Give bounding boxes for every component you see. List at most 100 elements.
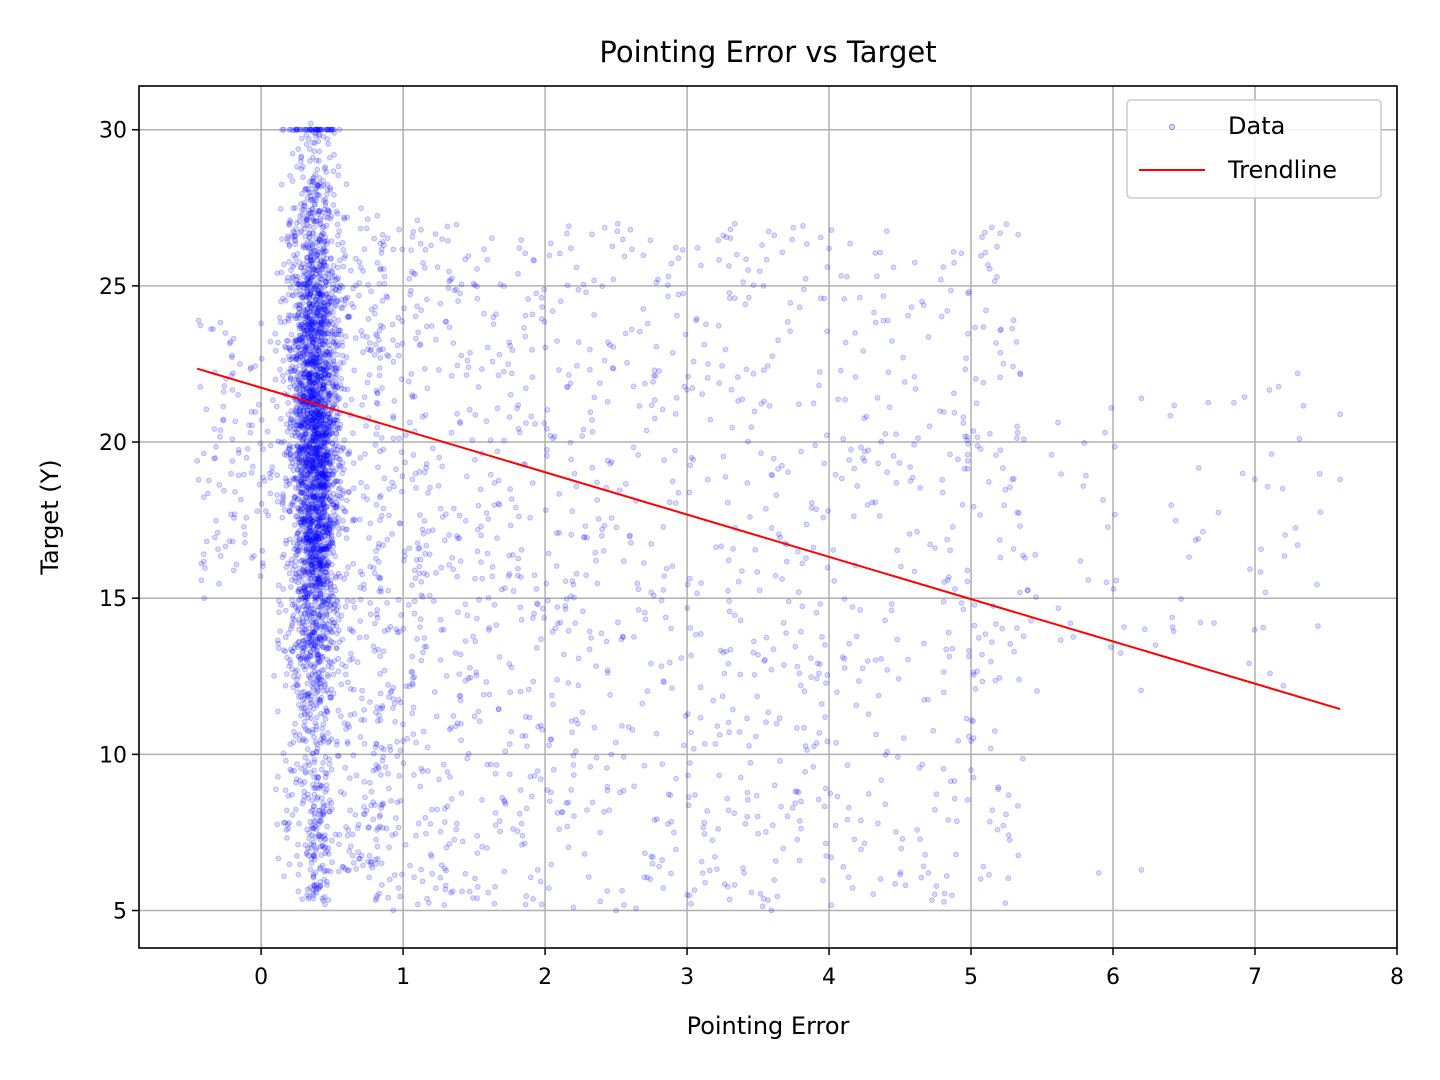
- data-point: [321, 342, 328, 349]
- data-point: [303, 141, 310, 148]
- data-point: [329, 837, 335, 844]
- data-point: [305, 503, 312, 510]
- data-point: [730, 545, 736, 552]
- data-point: [532, 421, 538, 427]
- data-point: [320, 721, 327, 728]
- data-point: [816, 670, 822, 677]
- data-point: [432, 231, 439, 238]
- data-point: [822, 840, 829, 847]
- data-point: [907, 464, 914, 471]
- data-point: [731, 612, 738, 619]
- data-point: [318, 288, 325, 295]
- data-point: [256, 481, 263, 488]
- data-point: [470, 633, 477, 640]
- data-point: [752, 546, 759, 553]
- data-point: [315, 242, 322, 249]
- data-point: [329, 309, 336, 316]
- data-point: [361, 717, 368, 723]
- data-point: [314, 430, 321, 437]
- data-point: [712, 741, 719, 747]
- data-point: [1020, 633, 1027, 640]
- data-point: [365, 824, 372, 831]
- data-point: [660, 587, 667, 593]
- data-point: [275, 582, 282, 589]
- data-point: [303, 455, 309, 462]
- data-point: [399, 871, 405, 878]
- data-point: [874, 273, 880, 280]
- data-point: [458, 352, 465, 359]
- data-point: [651, 415, 658, 422]
- data-point: [301, 718, 308, 725]
- data-point: [310, 139, 316, 146]
- data-point: [523, 893, 530, 900]
- data-point: [331, 401, 338, 408]
- data-point: [789, 236, 796, 243]
- data-point: [318, 353, 325, 360]
- data-point: [238, 496, 244, 503]
- data-point: [593, 557, 599, 564]
- data-point: [331, 361, 338, 368]
- data-point: [329, 471, 335, 478]
- data-point: [292, 513, 299, 520]
- data-point: [292, 558, 299, 565]
- data-point: [787, 300, 794, 306]
- data-point: [945, 817, 952, 823]
- data-point: [467, 349, 473, 356]
- data-point: [292, 732, 299, 739]
- data-point: [307, 193, 314, 200]
- data-point: [529, 374, 536, 381]
- data-point: [334, 741, 340, 748]
- data-point: [296, 435, 303, 441]
- data-point: [421, 570, 427, 576]
- data-point: [298, 521, 305, 528]
- data-point: [314, 504, 321, 511]
- data-point: [846, 457, 853, 463]
- data-point: [427, 821, 434, 827]
- data-point: [317, 365, 324, 372]
- data-point: [481, 310, 488, 317]
- data-point: [538, 316, 545, 322]
- data-point: [315, 450, 321, 457]
- data-point: [309, 416, 316, 423]
- data-point: [769, 472, 776, 479]
- data-point: [320, 421, 327, 428]
- data-point: [311, 148, 318, 155]
- data-point: [311, 629, 318, 636]
- data-point: [300, 603, 306, 610]
- data-point: [336, 493, 343, 500]
- data-point: [587, 346, 593, 353]
- data-point: [812, 442, 819, 449]
- data-point: [689, 385, 696, 392]
- data-point: [311, 445, 318, 452]
- data-point: [724, 499, 731, 506]
- data-point: [302, 548, 308, 554]
- data-point: [248, 469, 255, 476]
- data-point: [1007, 484, 1013, 491]
- data-point: [745, 438, 751, 445]
- data-point: [728, 386, 735, 393]
- data-point: [321, 481, 328, 487]
- data-point: [292, 422, 299, 429]
- data-point: [886, 404, 893, 411]
- data-point: [334, 393, 340, 400]
- data-point: [325, 330, 332, 337]
- data-point: [423, 830, 429, 837]
- data-point: [719, 693, 726, 700]
- data-point: [314, 639, 321, 646]
- data-point: [298, 765, 304, 772]
- data-point: [926, 423, 933, 430]
- data-point: [798, 825, 804, 832]
- data-point: [320, 687, 327, 694]
- data-point: [307, 589, 314, 596]
- data-point: [314, 745, 321, 752]
- data-point: [301, 779, 308, 785]
- data-point: [228, 470, 235, 477]
- data-point: [396, 435, 403, 442]
- data-point: [873, 731, 879, 738]
- data-point: [296, 259, 303, 266]
- data-point: [310, 641, 317, 648]
- data-point: [336, 126, 343, 133]
- data-point: [277, 628, 284, 635]
- data-point: [300, 325, 307, 332]
- data-point: [895, 676, 902, 682]
